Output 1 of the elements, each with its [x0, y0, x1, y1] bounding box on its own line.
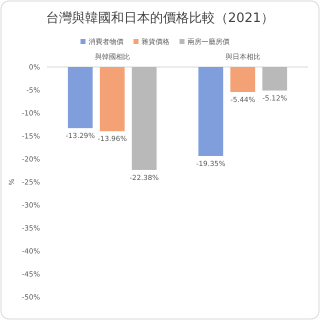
- chart-title: 台灣與韓國和日本的價格比較（2021）: [46, 11, 274, 26]
